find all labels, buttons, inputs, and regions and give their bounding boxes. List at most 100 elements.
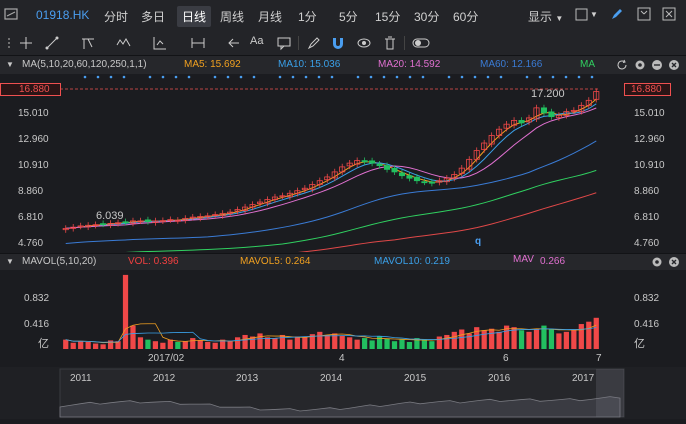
event-dot[interactable] (408, 75, 412, 79)
event-dot[interactable] (278, 75, 282, 79)
event-dot[interactable] (564, 75, 568, 79)
crosshair-icon[interactable] (18, 35, 34, 51)
menu-icon[interactable] (4, 7, 20, 26)
volume-bar (444, 334, 450, 349)
price-chart[interactable]: 16.880 16.880 15.010 12.960 10.910 8.860… (0, 74, 686, 267)
refresh-icon[interactable] (616, 59, 628, 71)
candle-body (339, 166, 346, 173)
gear-icon[interactable] (651, 256, 663, 268)
candle-body (443, 177, 450, 183)
event-dot[interactable] (538, 75, 542, 79)
close-icon[interactable] (662, 7, 676, 24)
toggle-icon[interactable] (412, 35, 430, 51)
square-icon[interactable] (575, 8, 589, 25)
chevron-down-icon[interactable]: ▼ (590, 10, 598, 19)
event-dot[interactable] (499, 75, 503, 79)
event-dot[interactable] (369, 75, 373, 79)
price-tick-left: 10.910 (18, 160, 49, 171)
pen-icon[interactable] (610, 7, 624, 24)
candle-body (518, 120, 525, 124)
ma5-line (65, 98, 597, 229)
event-dot[interactable] (187, 75, 191, 79)
channel-tool-icon[interactable] (80, 35, 96, 51)
collapse-icon[interactable]: ▼ (6, 257, 14, 266)
trash-icon[interactable] (382, 35, 398, 51)
event-dot[interactable] (382, 75, 386, 79)
chart-tool-icon[interactable] (152, 35, 168, 51)
event-dot[interactable] (148, 75, 152, 79)
event-dot[interactable] (460, 75, 464, 79)
fullscreen-icon[interactable] (637, 7, 651, 24)
range-tool-icon[interactable] (190, 35, 206, 51)
event-dot[interactable] (525, 75, 529, 79)
event-marker[interactable]: q (475, 236, 482, 247)
event-dot[interactable] (486, 75, 490, 79)
comment-icon[interactable] (276, 35, 292, 51)
event-dot[interactable] (317, 75, 321, 79)
range-navigator[interactable]: 2011 2012 2013 2014 2015 2016 2017 (0, 367, 686, 419)
period-tab-60min[interactable]: 60分 (453, 10, 479, 24)
period-tab-monthly[interactable]: 月线 (258, 10, 283, 24)
pencil-icon[interactable] (306, 35, 322, 51)
event-dot[interactable] (590, 75, 594, 79)
price-tick-right: 12.960 (634, 134, 665, 145)
minus-icon[interactable] (651, 59, 663, 71)
volume-bar (578, 324, 584, 349)
event-dot[interactable] (304, 75, 308, 79)
close-icon[interactable] (668, 59, 680, 71)
period-tab-1min[interactable]: 1分 (298, 10, 317, 24)
year-label: 2013 (236, 373, 259, 384)
event-dot[interactable] (83, 75, 87, 79)
event-dot[interactable] (174, 75, 178, 79)
event-dot[interactable] (551, 75, 555, 79)
event-dot[interactable] (96, 75, 100, 79)
event-dot[interactable] (252, 75, 256, 79)
volume-bar (242, 334, 248, 349)
period-tab-multiday[interactable]: 多日 (141, 10, 166, 24)
period-tab-weekly[interactable]: 周线 (220, 10, 245, 24)
volume-bar (563, 331, 569, 349)
display-menu[interactable]: 显示 ▼ (528, 8, 563, 25)
wave-tool-icon[interactable] (116, 35, 132, 51)
event-dot[interactable] (395, 75, 399, 79)
event-dots (83, 75, 594, 79)
event-dot[interactable] (161, 75, 165, 79)
volume-bar (130, 325, 136, 349)
stock-symbol[interactable]: 01918.HK (36, 8, 90, 22)
magnet-icon[interactable] (330, 35, 346, 51)
event-dot[interactable] (330, 75, 334, 79)
volume-indicator-title[interactable]: MAVOL(5,10,20) (22, 256, 97, 267)
volume-bar (249, 336, 256, 349)
line-tool-icon[interactable] (44, 35, 60, 51)
event-dot[interactable] (226, 75, 230, 79)
volume-bar (459, 329, 465, 349)
volume-chart[interactable]: 0.832 0.416 亿 0.832 0.416 亿 (0, 269, 686, 351)
eye-icon[interactable] (356, 35, 372, 51)
ma-indicator-title[interactable]: MA(5,10,20,60,120,250,1,1) (22, 59, 147, 70)
event-dot[interactable] (213, 75, 217, 79)
volume-bar (518, 330, 525, 349)
period-tab-30min[interactable]: 30分 (414, 10, 440, 24)
event-dot[interactable] (473, 75, 477, 79)
event-dot[interactable] (291, 75, 295, 79)
candle-body (167, 219, 174, 222)
event-dot[interactable] (356, 75, 360, 79)
event-dot[interactable] (122, 75, 126, 79)
period-tab-intraday[interactable]: 分时 (104, 10, 129, 24)
period-tab-daily[interactable]: 日线 (177, 6, 212, 27)
collapse-icon[interactable]: ▼ (6, 60, 14, 69)
gear-icon[interactable] (634, 59, 646, 71)
candle-body (525, 117, 533, 123)
event-dot[interactable] (109, 75, 113, 79)
event-dot[interactable] (421, 75, 425, 79)
text-tool-icon[interactable]: Aa (250, 35, 264, 47)
event-dot[interactable] (447, 75, 451, 79)
event-dot[interactable] (577, 75, 581, 79)
arrow-left-icon[interactable] (226, 35, 242, 51)
period-tab-5min[interactable]: 5分 (339, 10, 358, 24)
navigator-window[interactable] (596, 369, 624, 417)
period-tab-15min[interactable]: 15分 (375, 10, 401, 24)
volume-bar (526, 331, 532, 349)
event-dot[interactable] (239, 75, 243, 79)
close-icon[interactable] (668, 256, 680, 268)
